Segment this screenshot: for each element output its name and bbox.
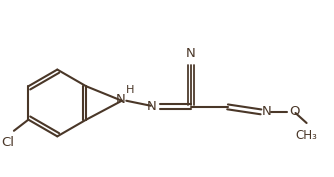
Text: N: N — [116, 93, 126, 106]
Text: CH₃: CH₃ — [296, 129, 318, 142]
Text: H: H — [126, 85, 135, 95]
Text: O: O — [289, 105, 299, 118]
Text: N: N — [147, 100, 157, 113]
Text: N: N — [262, 105, 272, 118]
Text: Cl: Cl — [1, 136, 14, 149]
Text: N: N — [186, 47, 196, 60]
